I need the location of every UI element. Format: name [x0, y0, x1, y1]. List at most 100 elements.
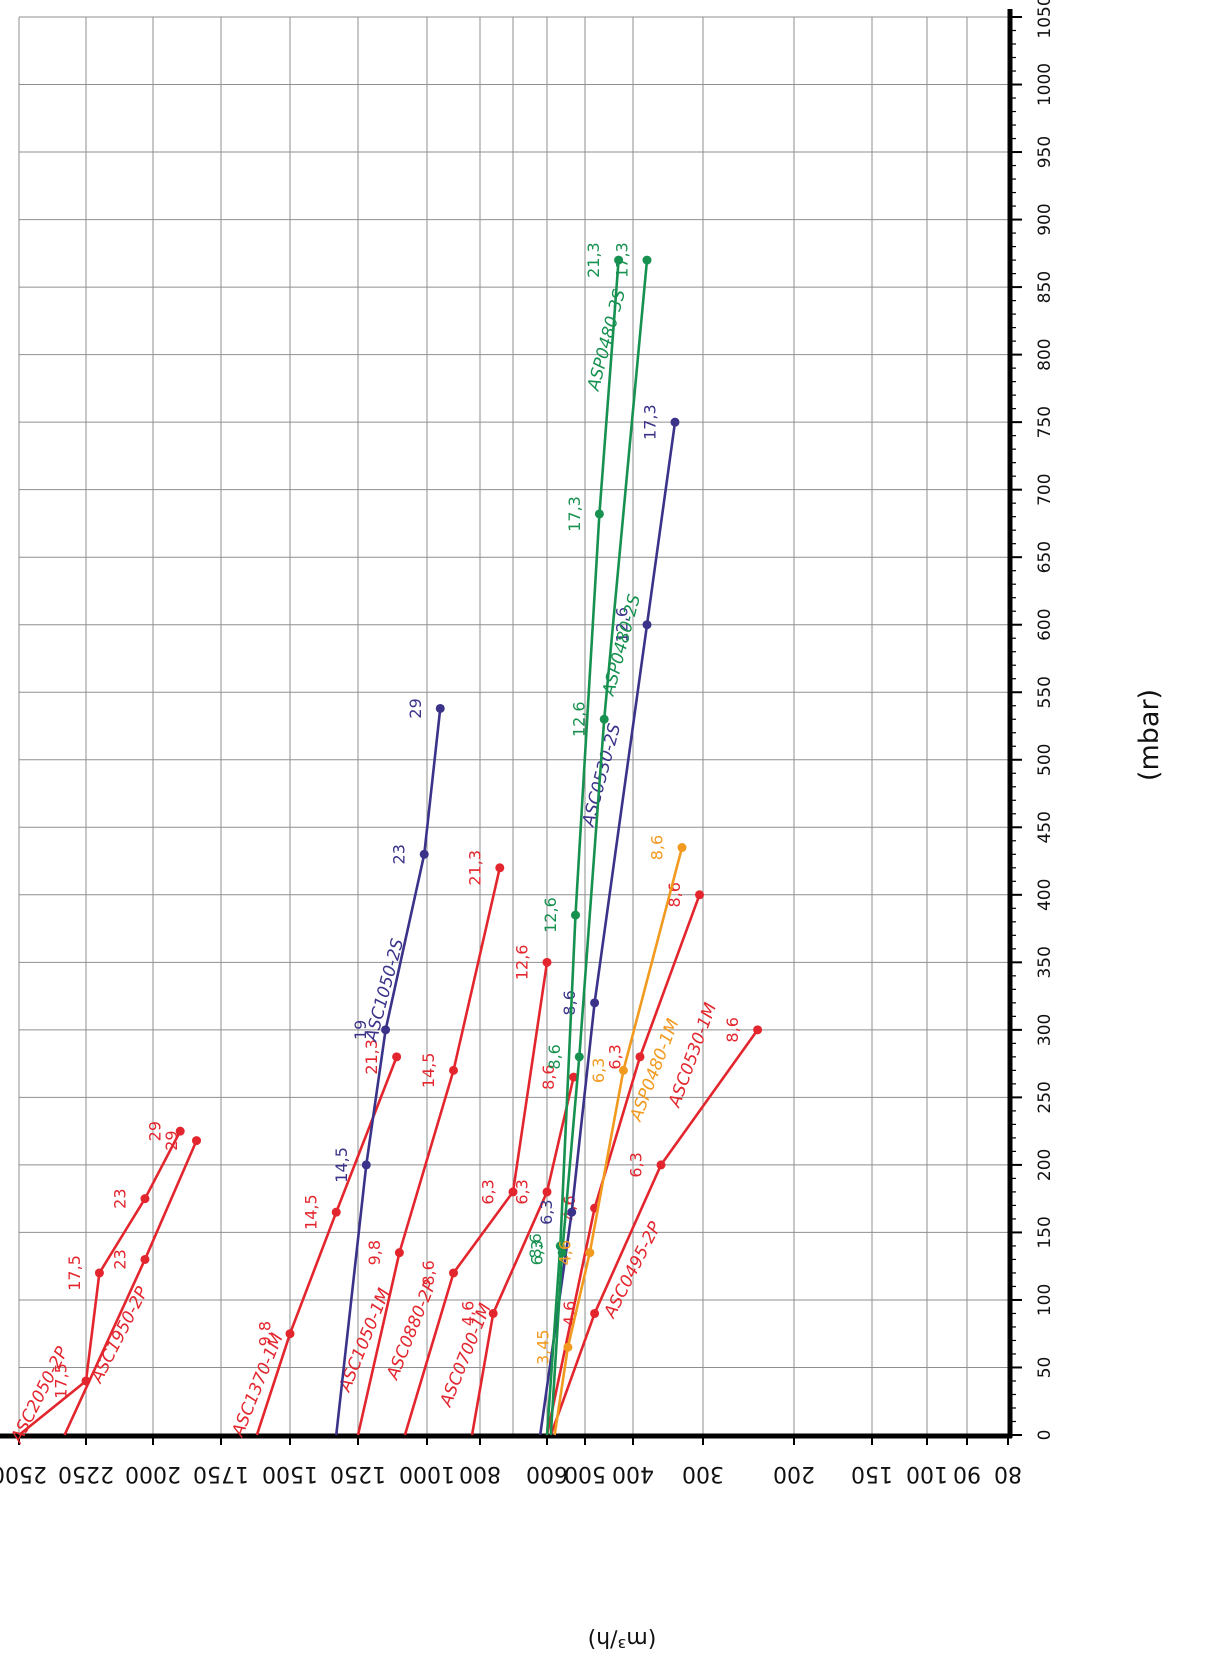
data-point — [657, 1160, 666, 1169]
flow-tick-label: 80 — [994, 1461, 1022, 1486]
point-label: 23 — [110, 1188, 129, 1208]
pressure-tick-label: 150 — [1035, 1216, 1055, 1248]
pressure-tick-label: 950 — [1035, 136, 1055, 168]
point-label: 6,3 — [627, 1152, 646, 1177]
data-point — [590, 1309, 599, 1318]
pressure-tick-label: 1050 — [1035, 0, 1055, 39]
pressure-tick-label: 300 — [1035, 1014, 1055, 1046]
pressure-tick-label: 500 — [1035, 744, 1055, 776]
data-point — [140, 1194, 149, 1203]
point-label: 3,45 — [533, 1329, 552, 1365]
point-label: 29 — [406, 698, 425, 718]
point-label: 9,8 — [365, 1240, 384, 1265]
data-point — [395, 1248, 404, 1257]
point-label: 21,3 — [465, 850, 484, 886]
flow-tick-label: 1500 — [262, 1461, 318, 1486]
pressure-tick-label: 50 — [1035, 1357, 1055, 1379]
point-label: 14,5 — [302, 1194, 321, 1230]
point-label: 21,3 — [362, 1039, 381, 1075]
flow-tick-label: 800 — [459, 1461, 501, 1486]
flow-tick-label: 600 — [526, 1461, 568, 1486]
pressure-tick-label: 450 — [1035, 811, 1055, 843]
data-point — [436, 704, 445, 713]
pressure-tick-label: 0 — [1035, 1430, 1055, 1441]
flow-tick-label: 1750 — [193, 1461, 249, 1486]
point-label: 23 — [110, 1249, 129, 1269]
pressure-tick-label: 250 — [1035, 1081, 1055, 1113]
data-point — [495, 863, 504, 872]
flow-tick-label: 90 — [953, 1461, 981, 1486]
point-label: 8,6 — [545, 1044, 564, 1069]
flow-tick-label: 2250 — [58, 1461, 114, 1486]
data-point — [563, 1343, 572, 1352]
pressure-tick-label: 600 — [1035, 608, 1055, 640]
point-label: 6,3 — [479, 1179, 498, 1204]
pressure-tick-label: 100 — [1035, 1284, 1055, 1316]
data-point — [95, 1268, 104, 1277]
pressure-tick-label: 400 — [1035, 879, 1055, 911]
data-point — [643, 256, 652, 265]
point-label: 17,3 — [641, 404, 660, 440]
point-label: 8,6 — [723, 1017, 742, 1042]
flow-tick-label: 200 — [773, 1461, 815, 1486]
pressure-tick-label: 750 — [1035, 406, 1055, 438]
data-point — [585, 1248, 594, 1257]
flow-tick-label: 150 — [851, 1461, 893, 1486]
data-point — [420, 850, 429, 859]
flow-tick-label: 500 — [564, 1461, 606, 1486]
pressure-tick-label: 850 — [1035, 271, 1055, 303]
data-point — [286, 1329, 295, 1338]
data-point — [332, 1208, 341, 1217]
pressure-tick-label: 700 — [1035, 473, 1055, 505]
data-point — [614, 256, 623, 265]
data-point — [543, 1187, 552, 1196]
data-point — [392, 1052, 401, 1061]
flow-tick-label: 1000 — [399, 1461, 455, 1486]
data-point — [571, 911, 580, 920]
point-label: 6,3 — [606, 1044, 625, 1069]
data-point — [595, 509, 604, 518]
point-label: 17,3 — [565, 496, 584, 532]
data-point — [575, 1052, 584, 1061]
data-point — [449, 1066, 458, 1075]
flow-tick-label: 300 — [682, 1461, 724, 1486]
point-label: 14,5 — [419, 1053, 438, 1089]
flow-tick-label: 400 — [612, 1461, 654, 1486]
pressure-tick-label: 800 — [1035, 338, 1055, 370]
flow-tick-label: 2000 — [125, 1461, 181, 1486]
pressure-tick-label: 650 — [1035, 541, 1055, 573]
data-point — [590, 998, 599, 1007]
point-label: 6,3 — [537, 1199, 556, 1224]
point-label: 23 — [390, 844, 409, 864]
point-label: 6,3 — [513, 1179, 532, 1204]
point-label: 8,6 — [648, 835, 667, 860]
flow-tick-label: 1250 — [330, 1461, 386, 1486]
pressure-tick-label: 900 — [1035, 203, 1055, 235]
data-point — [619, 1066, 628, 1075]
data-point — [192, 1136, 201, 1145]
point-label: 8,6 — [526, 1233, 545, 1258]
data-point — [567, 1208, 576, 1217]
flow-tick-label: 2500 — [0, 1461, 47, 1486]
data-point — [543, 958, 552, 967]
point-label: 21,3 — [584, 242, 603, 278]
data-point — [643, 620, 652, 629]
x-axis-label: (mbar) — [1134, 689, 1165, 781]
data-point — [671, 418, 680, 427]
data-point — [678, 843, 687, 852]
data-point — [449, 1268, 458, 1277]
y-axis-label: (m³/h) — [588, 1626, 657, 1651]
point-label: 14,5 — [332, 1147, 351, 1183]
data-point — [636, 1052, 645, 1061]
point-label: 12,6 — [513, 945, 532, 981]
pressure-tick-label: 200 — [1035, 1149, 1055, 1181]
point-label: 6,3 — [589, 1058, 608, 1083]
data-point — [695, 890, 704, 899]
pressure-tick-label: 1000 — [1035, 63, 1055, 106]
data-point — [362, 1160, 371, 1169]
data-point — [753, 1025, 762, 1034]
data-point — [140, 1255, 149, 1264]
pressure-tick-label: 350 — [1035, 946, 1055, 978]
point-label: 8,6 — [560, 990, 579, 1015]
